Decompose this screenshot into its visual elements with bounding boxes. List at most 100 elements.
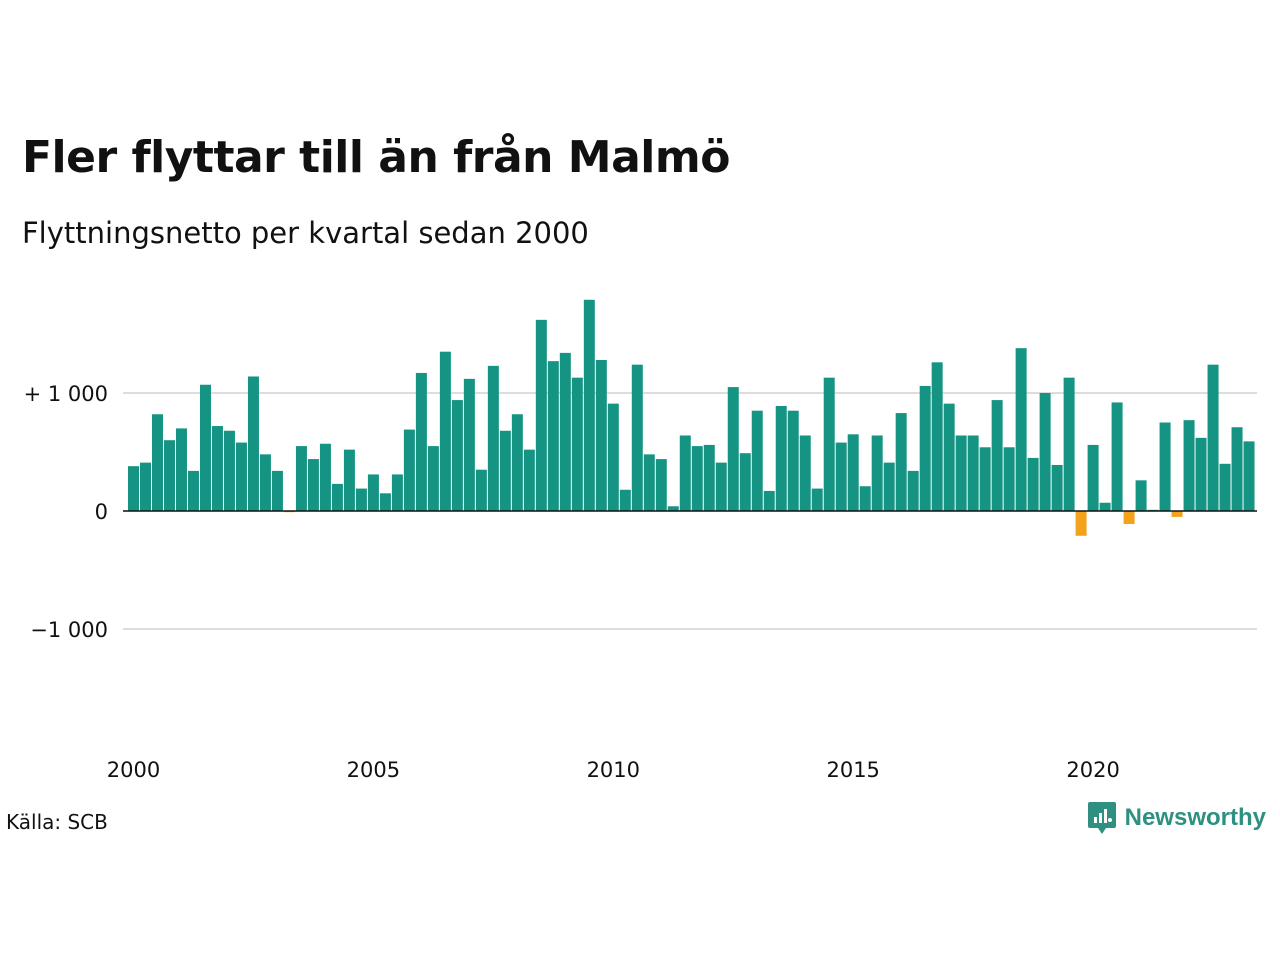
bar	[1087, 444, 1099, 511]
bar	[559, 352, 571, 511]
bar	[523, 449, 535, 511]
bar	[511, 414, 523, 511]
bar	[1195, 437, 1207, 511]
bar	[583, 299, 595, 511]
bar	[1111, 402, 1123, 511]
bar	[1159, 422, 1171, 511]
bar	[487, 365, 499, 511]
bar	[1063, 377, 1075, 511]
source-note: Källa: SCB	[6, 810, 108, 834]
bar	[679, 435, 691, 511]
bar	[367, 474, 379, 511]
bar	[667, 506, 679, 511]
y-tick-label: + 1 000	[24, 382, 108, 406]
bar	[859, 486, 871, 511]
bar	[943, 403, 955, 511]
newsworthy-logo-icon	[1087, 802, 1116, 834]
axes: + 1 000 0 −1 000 2000 2005 2010 2015 2020	[24, 382, 1257, 782]
bar	[1123, 511, 1135, 524]
bar	[703, 444, 715, 511]
bar	[211, 426, 223, 511]
bar	[607, 403, 619, 511]
bar	[331, 483, 343, 511]
bar	[223, 430, 235, 511]
bar	[655, 459, 667, 511]
bar	[595, 359, 607, 511]
bar	[1051, 464, 1063, 511]
bar	[1135, 480, 1147, 511]
bar	[571, 377, 583, 511]
x-tick-label: 2015	[826, 758, 879, 782]
chart-title: Fler flyttar till än från Malmö	[22, 132, 730, 183]
bar	[140, 462, 151, 511]
bar	[799, 435, 811, 511]
bar	[391, 474, 403, 511]
bar	[128, 466, 139, 511]
bar	[415, 372, 427, 511]
bar	[163, 440, 175, 511]
bar	[247, 376, 259, 511]
bar	[871, 435, 883, 511]
bar	[619, 489, 631, 511]
bar	[1207, 364, 1219, 511]
bar	[751, 410, 763, 511]
bar	[1027, 457, 1039, 511]
brand-logo: Newsworthy	[1087, 800, 1266, 836]
bar	[931, 362, 943, 511]
bar	[787, 410, 799, 511]
bar	[451, 400, 463, 511]
bar	[979, 447, 991, 511]
bar	[499, 430, 511, 511]
bar	[379, 493, 391, 511]
bar	[763, 490, 775, 511]
bar	[187, 470, 199, 511]
bar	[1243, 441, 1255, 511]
bar	[775, 405, 787, 511]
bar	[547, 361, 559, 511]
x-tick-label: 2000	[107, 758, 160, 782]
bar	[643, 454, 655, 511]
x-tick-label: 2005	[347, 758, 400, 782]
bar	[307, 459, 319, 511]
bar	[259, 454, 271, 511]
bar	[1231, 427, 1243, 511]
bar	[199, 384, 211, 511]
bar	[835, 442, 847, 511]
bar	[1171, 511, 1183, 517]
bar	[403, 429, 415, 511]
bar	[631, 364, 643, 511]
bar	[355, 488, 367, 511]
bar	[439, 351, 451, 511]
bar	[1219, 463, 1231, 511]
bar	[271, 470, 283, 511]
bar	[811, 488, 823, 511]
bar	[151, 414, 163, 511]
bar	[739, 453, 751, 511]
bar	[175, 428, 187, 511]
bar	[967, 435, 979, 511]
bar	[847, 434, 859, 511]
bar	[1183, 420, 1195, 511]
bar	[691, 446, 703, 511]
bar	[1039, 393, 1051, 511]
bar	[475, 469, 487, 511]
bar	[715, 462, 727, 511]
bar	[919, 385, 931, 511]
bar	[727, 387, 739, 511]
bar	[1015, 348, 1027, 511]
bar	[319, 443, 331, 511]
bar	[823, 377, 835, 511]
bar	[295, 446, 307, 511]
bar	[883, 462, 895, 511]
y-tick-label: −1 000	[30, 618, 108, 642]
bar	[991, 400, 1003, 511]
bar	[463, 378, 475, 511]
x-tick-label: 2020	[1066, 758, 1119, 782]
bar	[535, 319, 547, 511]
x-tick-label: 2010	[587, 758, 640, 782]
bar	[1075, 511, 1087, 536]
y-tick-label: 0	[95, 500, 108, 524]
bars	[128, 299, 1255, 536]
bar	[1099, 502, 1111, 511]
bar	[1003, 447, 1015, 511]
